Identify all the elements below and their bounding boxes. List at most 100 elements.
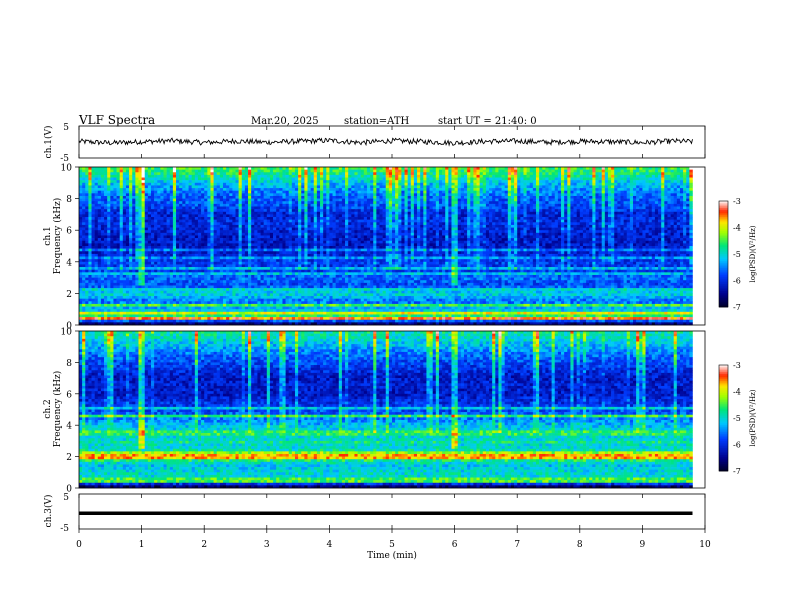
- ch1-spec-cell: [608, 191, 611, 194]
- ch1-spec-cell: [173, 180, 176, 183]
- ch1-spec-cell: [379, 214, 382, 217]
- ch1-spec-cell: [595, 170, 598, 173]
- ch1-spec-cell: [351, 230, 354, 233]
- ch1-spec-cell: [667, 201, 670, 204]
- ch1-spec-cell: [683, 228, 686, 231]
- ch1-spec-cell: [595, 214, 598, 217]
- ch1-spec-cell: [480, 199, 483, 202]
- ch1-spec-cell: [461, 204, 464, 207]
- ch1-spec-cell: [170, 193, 173, 196]
- ch1-spec-cell: [373, 220, 376, 223]
- ch1-spec-cell: [270, 196, 273, 199]
- ch1-spec-cell: [295, 201, 298, 204]
- ch1-spec-cell: [683, 178, 686, 181]
- ch1-spec-cell: [649, 172, 652, 175]
- ch1-spec-cell: [376, 196, 379, 199]
- ch1-spec-cell: [642, 185, 645, 188]
- ch1-spec-cell: [217, 217, 220, 220]
- ch1-spec-cell: [354, 217, 357, 220]
- ch1-spec-cell: [295, 185, 298, 188]
- ch1-spec-cell: [354, 183, 357, 186]
- ch1-spec-cell: [636, 185, 639, 188]
- ch1-spec-cell: [282, 175, 285, 178]
- ch1-spec-cell: [364, 230, 367, 233]
- ch1-spec-cell: [442, 175, 445, 178]
- ch1-spec-cell: [539, 191, 542, 194]
- ch1-spec-cell: [420, 188, 423, 191]
- ch1-spec-cell: [545, 175, 548, 178]
- ch1-spec-cell: [470, 207, 473, 210]
- ch1-spec-cell: [523, 199, 526, 202]
- ch1-spec-cell: [564, 199, 567, 202]
- ch1-spec-cell: [549, 196, 552, 199]
- ch1-spec-cell: [223, 178, 226, 181]
- ch1-spec-cell: [677, 209, 680, 212]
- ch1-spec-cell: [502, 225, 505, 228]
- ch1-spec-cell: [486, 170, 489, 173]
- ch1-spec-cell: [314, 180, 317, 183]
- ch1-spec-cell: [273, 209, 276, 212]
- ch1-spec-cell: [264, 201, 267, 204]
- ch1-spec-cell: [154, 233, 157, 236]
- ch1-spec-cell: [674, 175, 677, 178]
- ch1-spec-cell: [555, 228, 558, 231]
- ch1-spec-cell: [364, 180, 367, 183]
- ch1-spec-cell: [639, 180, 642, 183]
- ch1-spec-cell: [523, 201, 526, 204]
- ch1-spec-cell: [674, 207, 677, 210]
- ch1-spec-cell: [414, 172, 417, 175]
- ch1-spec-cell: [433, 188, 436, 191]
- ch1-spec-cell: [276, 209, 279, 212]
- ch1-spec-cell: [345, 207, 348, 210]
- ch1-spec-cell: [686, 167, 689, 170]
- ch1-spec-cell: [301, 207, 304, 210]
- ch1-spec-cell: [239, 201, 242, 204]
- ch1-spec-cell: [486, 191, 489, 194]
- ch1-spec-cell: [530, 228, 533, 231]
- ch1-spec-cell: [204, 183, 207, 186]
- ch1-spec-cell: [614, 172, 617, 175]
- ch1-spec-cell: [411, 180, 414, 183]
- ch1-spec-cell: [142, 167, 145, 170]
- ch1-spec-cell: [505, 214, 508, 217]
- ch1-spec-cell: [348, 204, 351, 207]
- ch1-spec-cell: [286, 222, 289, 225]
- ch1-spec-cell: [555, 222, 558, 225]
- ch1-spec-cell: [160, 204, 163, 207]
- ch1-spec-cell: [245, 228, 248, 231]
- ch1-spec-cell: [217, 172, 220, 175]
- ch1-spec-cell: [298, 217, 301, 220]
- ch1-spec-cell: [120, 220, 123, 223]
- ch1-ytick-bottom: -5: [60, 154, 69, 164]
- ch1-spec-cell: [511, 170, 514, 173]
- ch1-spec-cell: [279, 220, 282, 223]
- ch1-spec-cell: [342, 193, 345, 196]
- ch1-spec-cell: [276, 191, 279, 194]
- ch1-spec-cell: [295, 199, 298, 202]
- ch1-spec-cell: [132, 212, 135, 215]
- ch1-spec-cell: [304, 172, 307, 175]
- ch1-spec-cell: [646, 217, 649, 220]
- ch1-spec-cell: [164, 178, 167, 181]
- ch1-spec-cell: [467, 191, 470, 194]
- ch1-spec-cell: [164, 233, 167, 236]
- ch1-spec-cell: [245, 201, 248, 204]
- ch1-spec-cell: [552, 214, 555, 217]
- ch1-spec-cell: [420, 199, 423, 202]
- ch1-spec-cell: [117, 207, 120, 210]
- ch1-spec-cell: [239, 170, 242, 173]
- ch1-spec-cell: [138, 193, 141, 196]
- ch1-spec-cell: [467, 178, 470, 181]
- ch1-spec-cell: [408, 185, 411, 188]
- ch1-spec-cell: [430, 185, 433, 188]
- ch1-spec-cell: [160, 178, 163, 181]
- ch1-spec-cell: [298, 180, 301, 183]
- ch1-spec-cell: [417, 225, 420, 228]
- ch1-spec-cell: [104, 183, 107, 186]
- ch1-spec-cell: [477, 220, 480, 223]
- ch1-spec-cell: [336, 204, 339, 207]
- ch1-spec-cell: [461, 183, 464, 186]
- ch1-spec-cell: [329, 196, 332, 199]
- ch1-spec-cell: [129, 178, 132, 181]
- ch1-spec-cell: [458, 193, 461, 196]
